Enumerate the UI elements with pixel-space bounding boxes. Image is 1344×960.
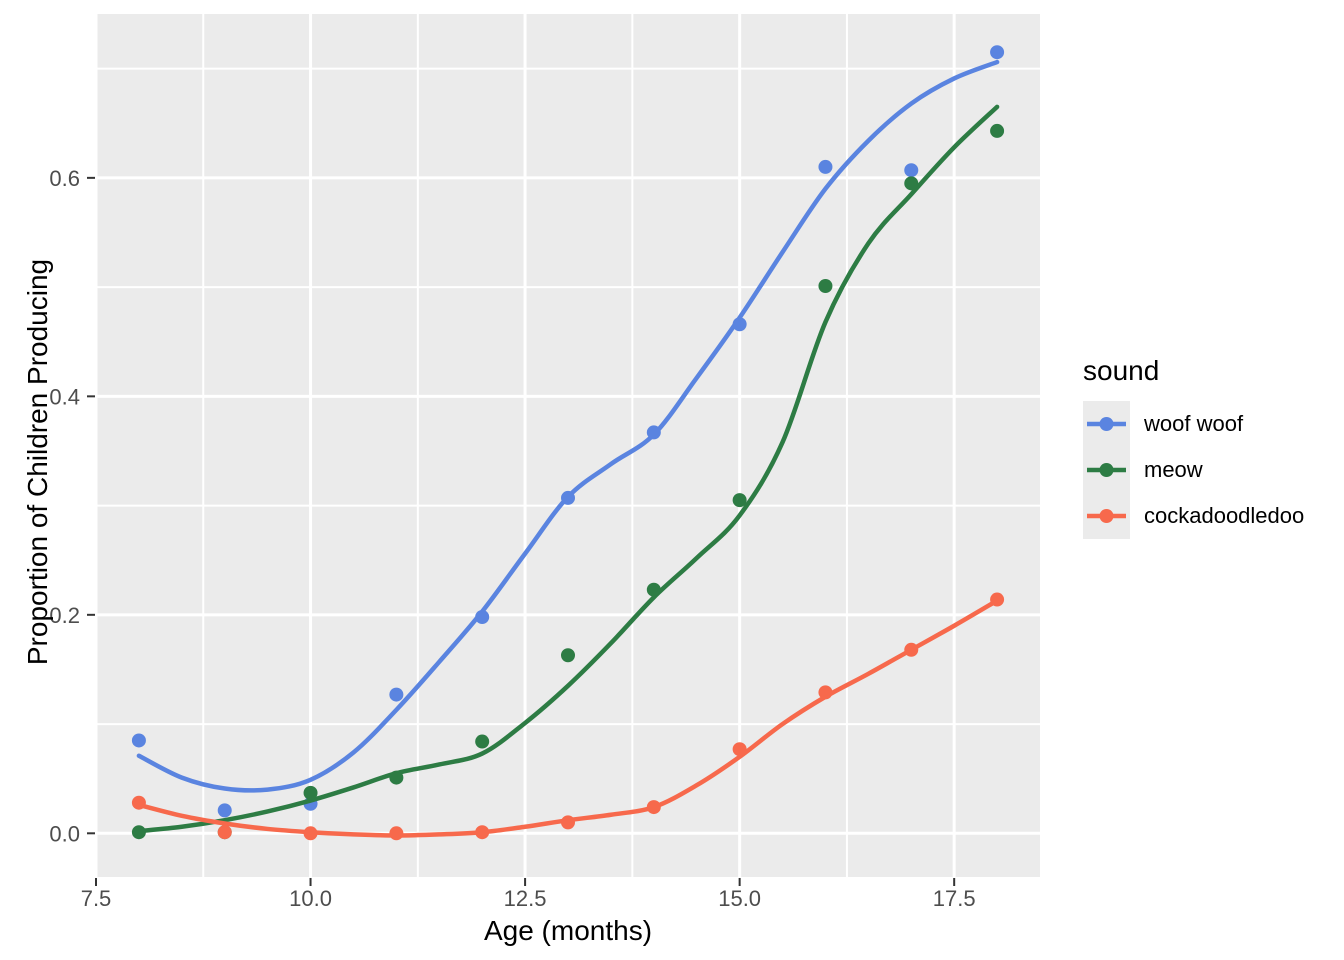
data-point-meow <box>303 785 318 800</box>
data-point-cockadoodledoo <box>475 825 490 840</box>
data-point-woof-woof <box>389 687 404 702</box>
smooth-line-meow <box>136 104 1000 834</box>
legend-item-cockadoodledoo: cockadoodledoo <box>1083 493 1304 539</box>
data-point-woof-woof <box>990 45 1005 60</box>
legend-item-meow: meow <box>1083 447 1304 493</box>
legend-key-meow <box>1083 447 1130 493</box>
series-cockadoodledoo <box>131 592 1005 841</box>
data-point-cockadoodledoo <box>303 826 318 841</box>
data-point-meow <box>646 582 661 597</box>
y-tick-label: 0.0 <box>49 821 80 846</box>
data-point-meow <box>818 279 833 294</box>
data-point-meow <box>475 734 490 749</box>
data-point-woof-woof <box>217 803 232 818</box>
data-point-cockadoodledoo <box>561 815 575 830</box>
data-point-cockadoodledoo <box>217 825 232 840</box>
legend-item-woof-woof: woof woof <box>1083 401 1304 447</box>
data-point-woof-woof <box>646 425 661 440</box>
data-point-meow <box>561 648 575 663</box>
panel-background <box>96 14 1040 877</box>
legend: sound woof woof meow cockadoodledoo <box>1083 355 1304 539</box>
x-tick-label: 10.0 <box>289 886 332 911</box>
data-point-meow <box>990 123 1005 138</box>
x-tick-label: 7.5 <box>81 886 112 911</box>
legend-item-label: woof woof <box>1144 411 1244 436</box>
series-woof-woof <box>131 45 1005 818</box>
y-tick-label: 0.4 <box>49 384 80 409</box>
series-meow <box>131 104 1005 840</box>
axes: 7.5 10.0 12.5 15.0 17.5 0.0 0.2 0.4 0.6 <box>49 166 975 911</box>
y-tick-label: 0.6 <box>49 166 80 191</box>
x-axis-title: Age (months) <box>483 915 653 946</box>
data-point-woof-woof <box>561 490 575 505</box>
data-point-meow <box>389 770 404 785</box>
data-point-woof-woof <box>131 733 146 748</box>
data-point-cockadoodledoo <box>990 592 1005 607</box>
legend-key-dot <box>1099 509 1114 523</box>
data-point-cockadoodledoo <box>389 826 404 841</box>
data-point-cockadoodledoo <box>732 742 747 757</box>
legend-key-dot <box>1099 463 1114 477</box>
data-point-cockadoodledoo <box>818 685 833 700</box>
data-point-woof-woof <box>904 163 919 178</box>
x-tick-label: 15.0 <box>718 886 761 911</box>
x-tick-label: 12.5 <box>504 886 547 911</box>
data-point-cockadoodledoo <box>131 795 146 810</box>
legend-key-woof-woof <box>1083 401 1130 447</box>
data-point-cockadoodledoo <box>904 642 919 657</box>
data-point-woof-woof <box>475 610 490 625</box>
x-tick-label: 17.5 <box>933 886 976 911</box>
y-tick-label: 0.2 <box>49 603 80 628</box>
data-point-meow <box>904 176 919 191</box>
legend-item-label: cockadoodledoo <box>1144 503 1305 528</box>
data-point-meow <box>732 493 747 508</box>
data-point-meow <box>131 825 146 840</box>
y-axis-title: Proportion of Children Producing <box>22 258 53 666</box>
data-point-woof-woof <box>818 159 833 174</box>
data-point-woof-woof <box>732 317 747 332</box>
gridlines <box>96 14 1040 877</box>
legend-items: woof woof meow cockadoodledoo <box>1083 401 1304 539</box>
data-point-cockadoodledoo <box>646 800 661 815</box>
legend-item-label: meow <box>1144 457 1203 482</box>
legend-key-dot <box>1099 417 1114 431</box>
legend-title: sound <box>1083 355 1160 386</box>
legend-key-cockadoodledoo <box>1083 493 1130 539</box>
